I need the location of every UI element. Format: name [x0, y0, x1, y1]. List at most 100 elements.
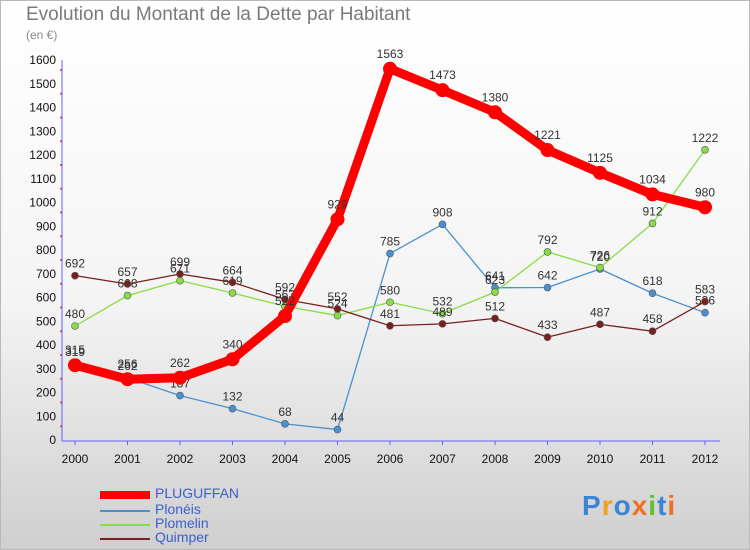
y-tick-label: 0 — [49, 433, 56, 447]
x-tick-label: 2011 — [640, 452, 666, 466]
data-point — [596, 320, 604, 329]
data-point — [120, 372, 135, 387]
x-tick-label: 2008 — [482, 452, 509, 466]
data-point — [176, 276, 184, 285]
data-point — [123, 291, 132, 300]
legend-swatch — [100, 491, 150, 499]
legend-swatch — [100, 538, 150, 540]
data-label: 552 — [327, 290, 347, 304]
y-tick-label: 800 — [36, 243, 56, 257]
data-label: 908 — [432, 205, 452, 219]
legend-label: Quimper — [155, 529, 209, 545]
y-tick-label: 100 — [36, 409, 56, 423]
logo-letter: o — [613, 490, 632, 521]
data-label: 980 — [695, 185, 715, 199]
logo-letter: r — [601, 490, 614, 521]
data-label: 262 — [170, 356, 190, 370]
data-label: 699 — [170, 255, 190, 269]
x-tick-label: 2007 — [429, 452, 456, 466]
data-point — [176, 391, 184, 400]
logo-letter: t — [657, 490, 668, 521]
x-tick-label: 2012 — [692, 452, 719, 466]
data-label: 1473 — [429, 68, 456, 82]
data-label: 1034 — [639, 172, 666, 186]
data-point — [698, 200, 712, 215]
data-point — [645, 187, 660, 202]
data-point — [648, 289, 657, 298]
data-point — [435, 83, 450, 98]
x-tick-label: 2000 — [62, 452, 89, 466]
data-label: 720 — [590, 250, 610, 264]
x-tick-label: 2003 — [219, 452, 246, 466]
proxiti-logo: Proxiti — [582, 490, 676, 522]
data-point — [543, 248, 552, 256]
logo-letter: P — [582, 490, 602, 521]
legend-swatch — [100, 524, 150, 526]
chart-title: Evolution du Montant de la Dette par Hab… — [26, 4, 411, 25]
y-tick-label: 700 — [36, 267, 56, 281]
data-point — [543, 283, 552, 292]
data-label: 532 — [432, 295, 452, 309]
y-tick-label: 500 — [36, 314, 56, 328]
data-point — [491, 314, 499, 323]
data-point — [648, 327, 657, 336]
data-label: 1380 — [482, 90, 509, 104]
data-label: 664 — [222, 263, 242, 277]
data-point — [386, 321, 394, 330]
data-point — [438, 309, 447, 318]
data-point — [71, 322, 79, 330]
data-label: 726 — [590, 249, 610, 263]
logo-letter: x — [631, 490, 649, 521]
data-label: 132 — [222, 390, 242, 404]
data-point — [540, 143, 555, 158]
x-tick-label: 2002 — [167, 452, 194, 466]
data-point — [68, 358, 82, 373]
data-label: 785 — [380, 235, 400, 249]
data-point — [701, 308, 709, 317]
y-tick-label: 1400 — [29, 101, 56, 115]
data-label: 524 — [327, 297, 347, 311]
data-point — [438, 220, 447, 229]
y-tick-label: 1300 — [29, 124, 56, 138]
x-tick-label: 2005 — [324, 452, 351, 466]
data-label: 1222 — [692, 131, 719, 145]
x-tick-label: 2009 — [534, 452, 561, 466]
x-tick-label: 2010 — [587, 452, 614, 466]
data-label: 1125 — [587, 151, 613, 165]
data-label: 44 — [331, 411, 345, 425]
legend-swatch — [100, 510, 150, 512]
data-label: 1221 — [534, 128, 561, 142]
y-tick-label: 1000 — [29, 196, 56, 210]
data-point — [228, 289, 237, 297]
data-label: 1563 — [377, 47, 404, 61]
data-point — [330, 212, 345, 227]
data-label: 319 — [65, 345, 85, 359]
data-label: 433 — [537, 318, 557, 332]
data-point — [333, 305, 342, 313]
data-point — [596, 263, 604, 272]
data-label: 340 — [222, 337, 242, 351]
data-label: 256 — [117, 357, 137, 371]
legend-label: Plomelin — [155, 515, 209, 531]
y-tick-label: 600 — [36, 291, 56, 305]
data-point — [228, 278, 237, 287]
data-point — [71, 271, 79, 280]
data-label: 262 — [117, 359, 137, 373]
logo-letter: i — [648, 490, 658, 521]
legend-label: PLUGUFFAN — [155, 485, 240, 501]
data-label: 481 — [380, 307, 400, 321]
data-label: 623 — [485, 273, 505, 287]
data-point — [333, 311, 342, 320]
data-point — [281, 295, 289, 304]
data-point — [648, 219, 657, 228]
data-label: 68 — [278, 405, 292, 419]
y-tick-label: 200 — [36, 386, 56, 400]
data-label: 692 — [65, 257, 85, 271]
data-point — [278, 309, 292, 324]
series-line-pluguffan — [70, 64, 710, 384]
data-point — [438, 320, 447, 328]
data-label: 642 — [537, 269, 557, 283]
data-label: 929 — [327, 197, 347, 211]
